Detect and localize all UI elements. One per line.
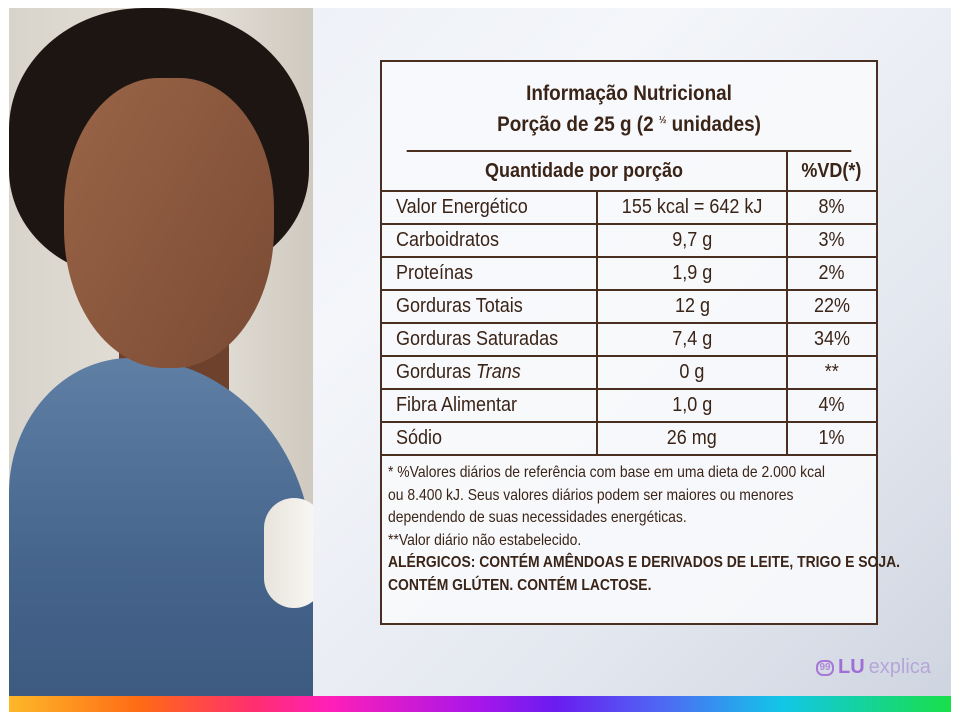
photo-face [64, 78, 274, 368]
nutrient-name: Gorduras Saturadas [382, 322, 599, 357]
table-row: Gorduras Saturadas 7,4 g 34% [382, 322, 876, 357]
table-row: Gorduras Trans 0 g ** [382, 355, 876, 390]
nutrient-vd: 2% [785, 256, 876, 291]
nutrient-name: Carboidratos [382, 223, 599, 258]
photo-bottle [264, 498, 313, 608]
col-vd: %VD(*) [785, 152, 876, 192]
nutrient-amount: 9,7 g [596, 223, 788, 258]
nutrient-name: Gorduras Totais [382, 289, 599, 324]
logo-suffix: explica [868, 656, 931, 678]
nutrition-facts-table: Informação Nutricional Porção de 25 g (2… [380, 60, 900, 625]
nutrient-amount: 1,0 g [596, 388, 788, 423]
logo-brand: LU [838, 656, 865, 678]
title-line-1: Informação Nutricional [526, 82, 732, 105]
nutrient-vd: 34% [785, 322, 876, 357]
table-row: Fibra Alimentar 1,0 g 4% [382, 388, 876, 423]
table-row: Gorduras Totais 12 g 22% [382, 289, 876, 324]
table-row: Proteínas 1,9 g 2% [382, 256, 876, 291]
rainbow-bar [9, 696, 951, 712]
speech-bubble-icon: 99 [816, 659, 834, 676]
table-header: Quantidade por porção %VD(*) [382, 152, 876, 192]
nutrient-amount: 26 mg [596, 421, 788, 456]
nutrient-name: Gorduras Trans [382, 355, 599, 390]
table-row: Sódio 26 mg 1% [382, 421, 876, 456]
footnote-line: **Valor diário não estabelecido. [388, 531, 582, 549]
allergen-line: ALÉRGICOS: CONTÉM AMÊNDOAS E DERIVADOS D… [388, 554, 900, 571]
nutrient-name: Proteínas [382, 256, 599, 291]
nutrient-vd: 22% [785, 289, 876, 324]
nutrient-amount: 0 g [596, 355, 788, 390]
nutrient-amount: 1,9 g [596, 256, 788, 291]
nutrient-vd: 4% [785, 388, 876, 423]
serving-fraction: ½ [658, 115, 667, 126]
serving-unit: unidades) [671, 113, 761, 136]
nutrient-name: Sódio [382, 421, 599, 456]
nutrient-amount: 155 kcal = 642 kJ [596, 190, 788, 225]
serving-size: Porção de 25 g (2 ½ unidades) [407, 107, 852, 138]
footnote-line: dependendo de suas necessidades energéti… [388, 509, 687, 526]
nutrient-name: Valor Energético [382, 190, 599, 225]
nutrient-name: Fibra Alimentar [382, 388, 599, 423]
footnotes: * %Valores diários de referência com bas… [382, 456, 900, 597]
serving-text: Porção de 25 g (2 [497, 113, 654, 136]
nutrient-amount: 7,4 g [596, 322, 788, 357]
table-row: Valor Energético 155 kcal = 642 kJ 8% [382, 190, 876, 225]
nutrient-vd: ** [785, 355, 876, 390]
nutrition-title: Informação Nutricional Porção de 25 g (2… [406, 62, 852, 152]
nutrient-vd: 3% [785, 223, 876, 258]
lu-explica-logo: 99 LU explica [816, 656, 931, 679]
nutrient-name-italic: Trans [476, 361, 521, 383]
table-row: Carboidratos 9,7 g 3% [382, 223, 876, 258]
nutrient-vd: 8% [785, 190, 876, 225]
footnote-line: * %Valores diários de referência com bas… [388, 464, 825, 481]
nutrient-table: Quantidade por porção %VD(*) Valor Energ… [382, 152, 876, 456]
col-quantity: Quantidade por porção [382, 152, 787, 192]
woman-reading-label-photo [9, 8, 313, 696]
footnote-line: ou 8.400 kJ. Seus valores diários podem … [388, 486, 794, 504]
nutrient-amount: 12 g [596, 289, 788, 324]
nutrient-vd: 1% [785, 421, 876, 456]
allergen-line: CONTÉM GLÚTEN. CONTÉM LACTOSE. [388, 576, 652, 594]
